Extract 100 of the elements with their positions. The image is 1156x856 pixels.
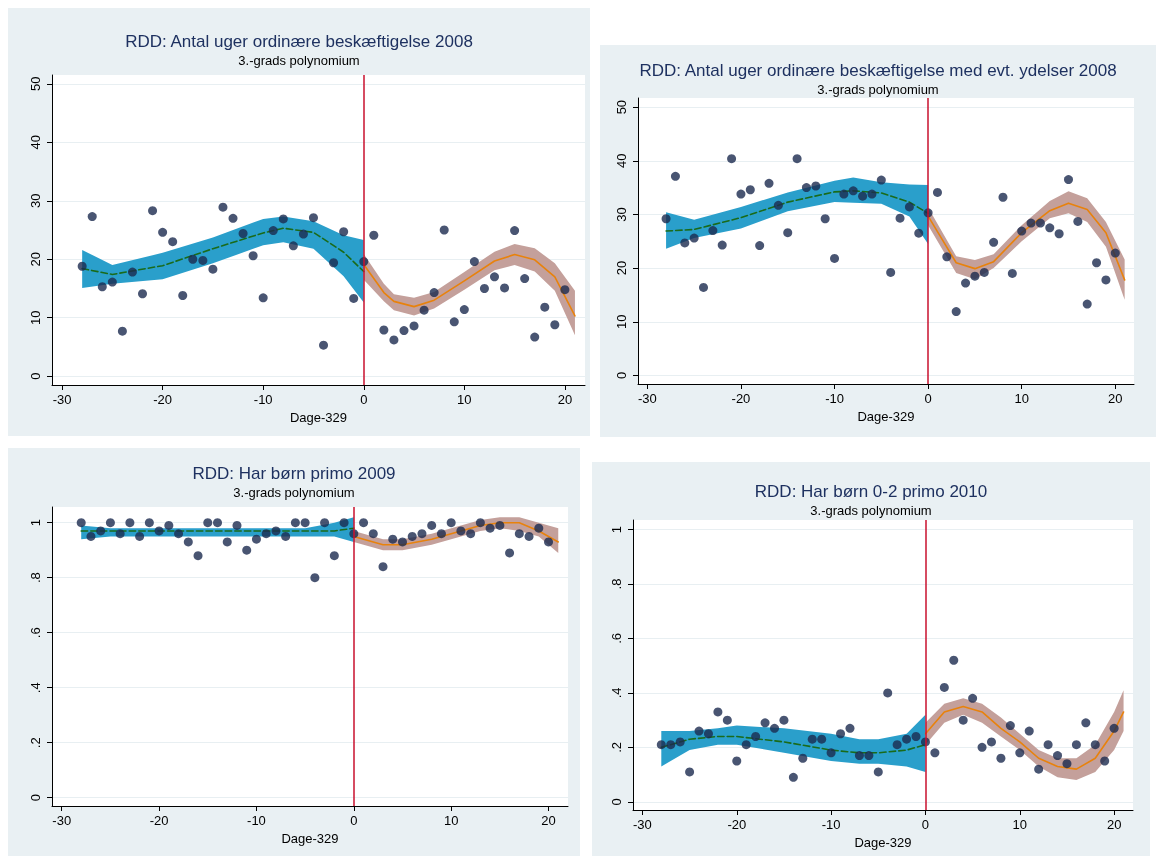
point: [783, 228, 793, 238]
point: [820, 214, 830, 224]
y-tick-label: .4: [609, 687, 624, 699]
y-tick-label: 10: [28, 310, 43, 325]
point: [308, 213, 318, 223]
x-tick-label: -10: [825, 391, 844, 406]
y-tick-label: .8: [28, 572, 43, 584]
point: [996, 753, 1006, 763]
point: [949, 655, 959, 665]
point: [930, 748, 940, 758]
point: [228, 213, 238, 223]
x-axis-title: Dage-329: [854, 834, 912, 850]
point: [873, 767, 883, 777]
point: [713, 707, 723, 717]
point: [773, 200, 783, 210]
point: [951, 307, 961, 317]
point: [817, 734, 827, 744]
point: [544, 537, 554, 547]
y-tick-label: 1: [28, 519, 43, 527]
point: [1005, 721, 1015, 731]
point: [751, 731, 761, 741]
point: [717, 240, 727, 250]
point: [745, 185, 755, 195]
point: [958, 715, 968, 725]
point: [242, 545, 252, 555]
point: [1035, 218, 1045, 228]
chart-subtitle: 3.-grads polynomium: [233, 485, 355, 500]
point: [329, 551, 339, 561]
point: [271, 526, 281, 536]
x-tick-label: -10: [247, 813, 266, 828]
x-tick-label: 20: [1108, 391, 1123, 406]
point: [788, 772, 798, 782]
chart-title: RDD: Antal uger ordinære beskæftigelse med evt. ydelser 2008: [639, 61, 1117, 80]
point: [198, 255, 208, 265]
point: [429, 288, 439, 298]
point: [699, 282, 709, 292]
point: [722, 715, 732, 725]
point: [867, 189, 877, 199]
y-tick-label: 0: [28, 372, 43, 380]
point: [656, 740, 666, 750]
point: [675, 737, 685, 747]
point: [977, 742, 987, 752]
point: [495, 520, 505, 530]
y-tick-label: 40: [614, 153, 629, 169]
point: [1043, 740, 1053, 750]
point: [339, 518, 349, 528]
x-tick-label: 10: [457, 392, 472, 407]
point: [436, 529, 446, 539]
x-tick-label: 20: [541, 813, 556, 828]
point: [281, 531, 291, 541]
point: [456, 526, 466, 536]
point: [76, 518, 86, 528]
point: [300, 518, 310, 528]
chart-subtitle: 3.-grads polynomium: [810, 503, 932, 518]
point: [388, 534, 398, 544]
point: [127, 267, 137, 277]
point: [792, 154, 802, 164]
point: [904, 202, 914, 212]
point: [87, 212, 97, 222]
point: [514, 529, 524, 539]
y-tick-label: 20: [614, 260, 629, 276]
chart-title: RDD: Har børn 0-2 primo 2010: [754, 482, 988, 501]
point: [839, 189, 849, 199]
point: [158, 227, 168, 237]
point: [939, 682, 949, 692]
point: [886, 267, 896, 277]
point: [368, 529, 378, 539]
point: [218, 202, 228, 212]
point: [419, 305, 429, 315]
point: [764, 178, 774, 188]
x-tick-label: -20: [731, 391, 751, 406]
point: [290, 518, 300, 528]
point: [830, 253, 840, 263]
point: [449, 317, 459, 327]
point: [417, 529, 427, 539]
y-tick-label: .4: [28, 682, 43, 694]
point: [1081, 718, 1091, 728]
point: [479, 283, 489, 293]
point: [238, 229, 248, 239]
point: [510, 226, 520, 236]
point: [727, 154, 737, 164]
point: [319, 340, 329, 350]
point: [485, 523, 495, 533]
y-tick-label: 30: [28, 193, 43, 208]
point: [378, 562, 388, 572]
y-tick-label: .2: [28, 737, 43, 749]
chart-subtitle: 3.-grads polynomium: [817, 82, 939, 97]
y-tick-label: .2: [609, 741, 624, 753]
y-tick-label: .6: [609, 633, 624, 644]
x-tick-label: 20: [557, 392, 573, 407]
point: [248, 251, 258, 261]
x-tick-label: 10: [1012, 817, 1028, 832]
point: [807, 734, 817, 744]
point: [694, 726, 704, 736]
point: [1045, 223, 1055, 233]
point: [902, 734, 912, 744]
point: [1024, 726, 1034, 736]
point: [1034, 764, 1044, 774]
point: [689, 233, 699, 243]
point: [876, 175, 886, 185]
